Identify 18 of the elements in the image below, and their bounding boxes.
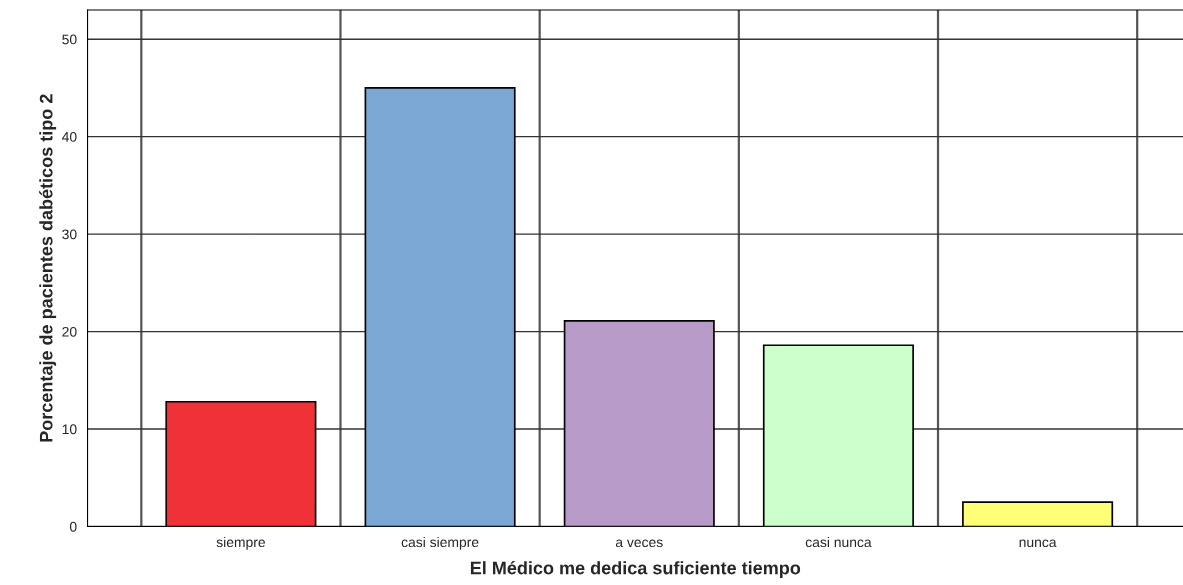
x-tick-label: a veces [615, 539, 663, 548]
bar [563, 320, 715, 527]
y-axis-title: Porcentaje de pacientes dabéticos tipo 2 [39, 94, 57, 442]
bar [962, 501, 1114, 527]
x-tick-label: casi nunca [805, 536, 872, 548]
y-tick-label: 50 [62, 34, 77, 45]
y-tick-label: 20 [62, 326, 77, 337]
y-tick-label: 30 [62, 229, 77, 240]
x-tick-label: nunca [1019, 539, 1057, 548]
bar [762, 344, 914, 527]
bar [165, 400, 317, 527]
x-tick-label: siempre [216, 536, 265, 550]
y-tick-label: 0 [69, 521, 77, 532]
y-tick-label: 40 [62, 131, 77, 142]
y-tick-label: 10 [62, 424, 77, 435]
x-axis-title: El Médico me dedica suficiente tiempo [470, 560, 801, 578]
x-tick-label: casi siempre [401, 536, 479, 550]
bar [364, 87, 516, 527]
